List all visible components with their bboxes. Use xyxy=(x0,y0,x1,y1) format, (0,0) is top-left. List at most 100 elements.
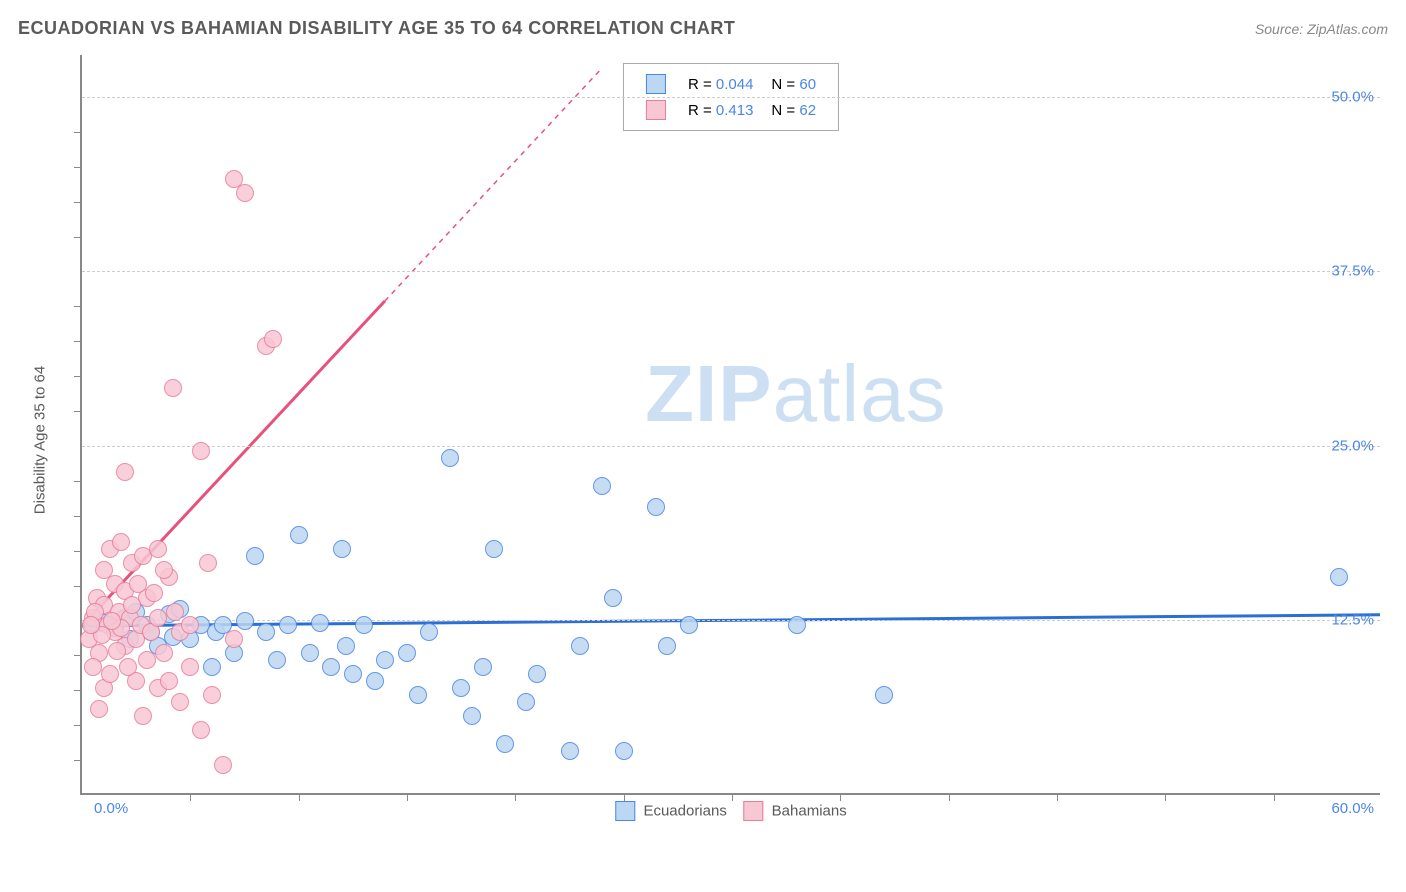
data-point xyxy=(192,721,210,739)
legend-swatch xyxy=(744,801,764,821)
y-tick xyxy=(74,132,82,133)
data-point xyxy=(123,596,141,614)
x-axis-origin-label: 0.0% xyxy=(94,800,128,817)
data-point xyxy=(344,665,362,683)
gridline xyxy=(82,620,1380,621)
data-point xyxy=(593,477,611,495)
y-tick-label: 37.5% xyxy=(1331,263,1374,280)
data-point xyxy=(376,651,394,669)
data-point xyxy=(145,584,163,602)
data-point xyxy=(680,616,698,634)
data-point xyxy=(112,533,130,551)
data-point xyxy=(290,526,308,544)
data-point xyxy=(264,330,282,348)
legend-label: Ecuadorians xyxy=(639,803,743,820)
data-point xyxy=(474,658,492,676)
data-point xyxy=(604,589,622,607)
chart-area: Disability Age 35 to 64 ZIPatlas R = 0.0… xyxy=(50,55,1380,825)
data-point xyxy=(420,623,438,641)
data-point xyxy=(485,540,503,558)
gridline xyxy=(82,97,1380,98)
y-tick xyxy=(74,551,82,552)
source-prefix: Source: xyxy=(1255,21,1307,37)
data-point xyxy=(116,463,134,481)
y-tick xyxy=(74,341,82,342)
y-tick xyxy=(74,760,82,761)
legend-cell xyxy=(638,98,678,122)
y-tick xyxy=(74,725,82,726)
data-point xyxy=(214,756,232,774)
data-point xyxy=(108,642,126,660)
legend-swatch xyxy=(646,74,666,94)
legend-cell: N = 60 xyxy=(763,72,824,96)
legend-cell: N = 62 xyxy=(763,98,824,122)
data-point xyxy=(203,686,221,704)
legend-cell: R = 0.413 xyxy=(680,98,761,122)
data-point xyxy=(355,616,373,634)
x-tick xyxy=(1165,793,1166,801)
watermark-light: atlas xyxy=(773,349,947,438)
y-tick xyxy=(74,516,82,517)
y-tick xyxy=(74,481,82,482)
gridline xyxy=(82,271,1380,272)
legend-swatch xyxy=(646,100,666,120)
data-point xyxy=(337,637,355,655)
data-point xyxy=(90,700,108,718)
data-point xyxy=(366,672,384,690)
y-tick xyxy=(74,202,82,203)
data-point xyxy=(119,658,137,676)
x-tick xyxy=(1057,793,1058,801)
data-point xyxy=(496,735,514,753)
data-point xyxy=(279,616,297,634)
x-tick xyxy=(407,793,408,801)
data-point xyxy=(236,184,254,202)
x-tick xyxy=(515,793,516,801)
y-tick-label: 12.5% xyxy=(1331,612,1374,629)
data-point xyxy=(155,561,173,579)
legend-cell: R = 0.044 xyxy=(680,72,761,96)
data-point xyxy=(138,651,156,669)
gridline xyxy=(82,446,1380,447)
y-tick-label: 50.0% xyxy=(1331,88,1374,105)
x-axis-max-label: 60.0% xyxy=(1331,800,1374,817)
data-point xyxy=(441,449,459,467)
y-tick xyxy=(74,586,82,587)
x-tick xyxy=(732,793,733,801)
legend-cell xyxy=(638,72,678,96)
data-point xyxy=(246,547,264,565)
y-axis-label: Disability Age 35 to 64 xyxy=(32,366,49,514)
scatter-plot: ZIPatlas R = 0.044N = 60R = 0.413N = 62 … xyxy=(80,55,1380,795)
x-tick xyxy=(840,793,841,801)
y-tick xyxy=(74,411,82,412)
data-point xyxy=(788,616,806,634)
y-tick xyxy=(74,237,82,238)
source-credit: Source: ZipAtlas.com xyxy=(1255,21,1388,37)
x-tick xyxy=(949,793,950,801)
data-point xyxy=(82,616,100,634)
data-point xyxy=(101,665,119,683)
data-point xyxy=(257,623,275,641)
data-point xyxy=(615,742,633,760)
trend-lines-layer xyxy=(82,55,1380,793)
data-point xyxy=(409,686,427,704)
data-point xyxy=(1330,568,1348,586)
x-tick xyxy=(190,793,191,801)
data-point xyxy=(134,707,152,725)
data-point xyxy=(199,554,217,572)
data-point xyxy=(561,742,579,760)
legend-swatch xyxy=(615,801,635,821)
y-tick xyxy=(74,376,82,377)
data-point xyxy=(164,379,182,397)
y-tick xyxy=(74,690,82,691)
data-point xyxy=(192,442,210,460)
data-point xyxy=(171,693,189,711)
data-point xyxy=(149,540,167,558)
watermark: ZIPatlas xyxy=(645,348,946,440)
data-point xyxy=(311,614,329,632)
x-tick xyxy=(1274,793,1275,801)
data-point xyxy=(301,644,319,662)
data-point xyxy=(322,658,340,676)
data-point xyxy=(658,637,676,655)
data-point xyxy=(647,498,665,516)
data-point xyxy=(571,637,589,655)
